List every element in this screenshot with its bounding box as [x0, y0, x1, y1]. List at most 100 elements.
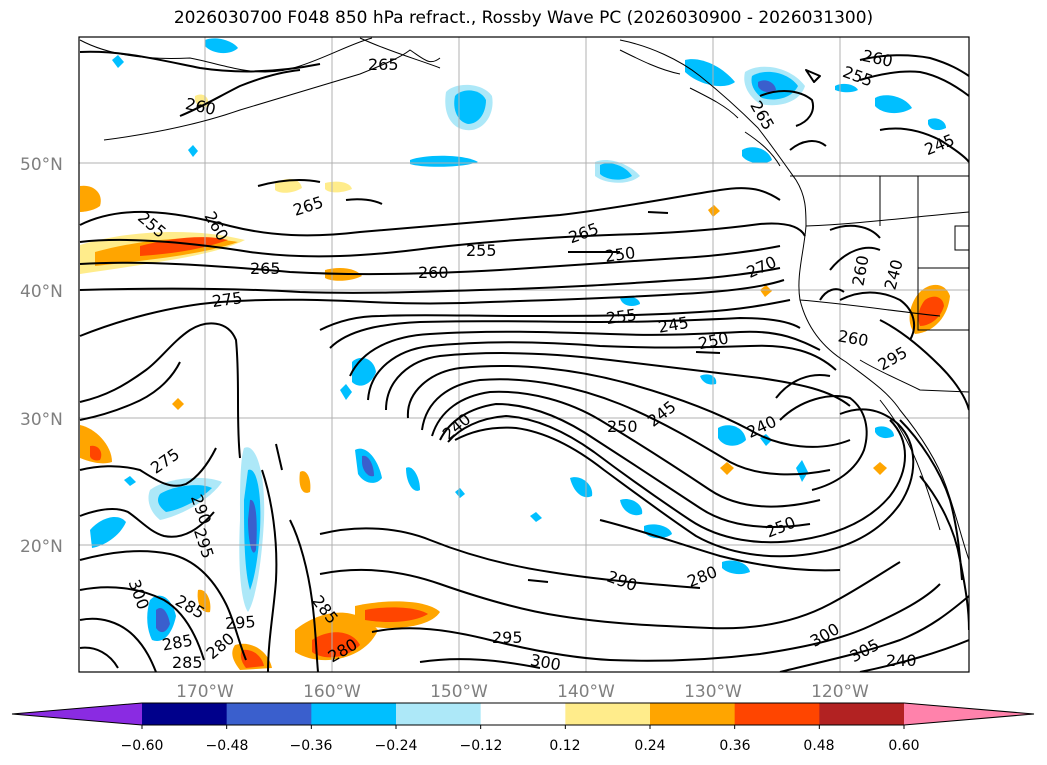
positive-anomaly — [760, 285, 772, 297]
negative-anomaly — [248, 499, 257, 553]
contour-label: 255 — [466, 241, 497, 260]
positive-anomaly — [720, 462, 734, 475]
colorbar-segments — [12, 703, 1034, 725]
colorbar-extend-low — [12, 703, 142, 725]
colorbar-tick-label: 0.12 — [549, 738, 580, 754]
lon-label-170w: 170°W — [176, 682, 234, 702]
lat-label-20n: 20°N — [20, 537, 63, 557]
contour-label: 260 — [418, 263, 449, 282]
contour-label: 250 — [607, 417, 638, 436]
positive-anomaly — [312, 632, 360, 658]
colorbar-segment — [311, 703, 397, 725]
lon-label-130w: 130°W — [684, 682, 742, 702]
colorbar-extend-high — [904, 703, 1034, 725]
lat-label-50n: 50°N — [20, 155, 63, 175]
lon-label-160w: 160°W — [303, 682, 361, 702]
negative-anomaly — [875, 426, 894, 439]
negative-anomaly — [455, 488, 465, 498]
colorbar-tick-label: 0.48 — [803, 738, 834, 754]
colorbar-ticks: −0.60 −0.48 −0.36 −0.24 −0.12 0.12 0.24 … — [121, 725, 920, 754]
latitude-labels: 50°N 40°N 30°N 20°N — [20, 155, 63, 557]
colorbar: −0.60 −0.48 −0.36 −0.24 −0.12 0.12 0.24 … — [11, 702, 1035, 754]
positive-anomaly — [299, 471, 311, 493]
positive-anomaly — [918, 296, 944, 326]
negative-anomaly — [112, 55, 124, 68]
contour-label: 295 — [224, 612, 256, 633]
refractivity-contours — [79, 50, 969, 672]
colorbar-tick-label: −0.48 — [206, 738, 249, 754]
contour-label: 255 — [605, 305, 638, 328]
positive-anomaly — [275, 178, 302, 193]
negative-anomaly — [928, 118, 946, 131]
negative-anomaly — [875, 95, 912, 114]
gridlines — [79, 37, 969, 672]
negative-anomaly — [205, 38, 238, 54]
contour-label: 285 — [172, 653, 203, 672]
negative-anomaly — [362, 455, 374, 477]
colorbar-segment — [650, 703, 736, 725]
negative-anomaly — [722, 560, 750, 575]
negative-anomaly — [796, 460, 808, 482]
positive-anomaly — [172, 398, 184, 410]
lat-label-40n: 40°N — [20, 282, 63, 302]
colorbar-tick-label: −0.12 — [460, 738, 503, 754]
lon-label-140w: 140°W — [557, 682, 615, 702]
colorbar-tick-label: 0.60 — [888, 738, 919, 754]
negative-anomaly — [742, 147, 772, 164]
contour-label: 275 — [211, 288, 244, 311]
lon-label-120w: 120°W — [811, 682, 869, 702]
negative-anomaly — [124, 476, 136, 486]
positive-anomaly — [708, 205, 720, 217]
colorbar-segment — [734, 703, 820, 725]
contour-label: 265 — [368, 55, 399, 74]
lon-label-150w: 150°W — [430, 682, 488, 702]
negative-anomaly — [835, 83, 858, 93]
negative-anomaly — [156, 607, 170, 633]
map-title: 2026030700 F048 850 hPa refract., Rossby… — [173, 8, 874, 28]
colorbar-segment — [396, 703, 482, 725]
negative-anomaly — [454, 90, 486, 124]
negative-anomaly — [758, 80, 776, 93]
negative-anomaly — [158, 485, 212, 512]
positive-anomaly — [80, 185, 101, 212]
negative-anomaly — [410, 155, 478, 167]
plot-area: 265 260 260 265 255 260 265 255 260 275 … — [79, 37, 969, 674]
map-frame — [78, 36, 970, 673]
negative-anomaly — [718, 425, 746, 446]
negative-anomaly — [700, 374, 717, 385]
negative-anomaly — [406, 467, 420, 491]
negative-anomaly — [340, 384, 352, 400]
negative-anomaly — [570, 477, 593, 498]
negative-anomaly — [530, 512, 542, 522]
negative-anomaly — [600, 163, 632, 180]
contour-label: 300 — [529, 650, 562, 674]
positive-anomaly — [197, 589, 211, 613]
colorbar-tick-label: −0.24 — [375, 738, 418, 754]
contour-label: 265 — [250, 259, 281, 278]
colorbar-tick-label: −0.36 — [290, 738, 333, 754]
colorbar-segment — [819, 703, 905, 725]
coastlines — [79, 37, 969, 561]
colorbar-segment — [142, 703, 228, 725]
lat-label-30n: 30°N — [20, 410, 63, 430]
colorbar-segment — [565, 703, 651, 725]
positive-anomaly — [240, 649, 264, 668]
positive-anomaly — [80, 425, 112, 464]
shaded-anomalies — [80, 38, 950, 670]
positive-anomaly — [873, 462, 887, 475]
contour-label: 295 — [492, 628, 523, 647]
colorbar-tick-label: 0.36 — [719, 738, 750, 754]
negative-anomaly — [751, 71, 798, 100]
negative-anomaly — [620, 498, 643, 516]
longitude-labels: 170°W 160°W 150°W 140°W 130°W 120°W — [176, 682, 869, 702]
negative-anomaly — [90, 516, 126, 548]
negative-anomaly — [685, 59, 735, 87]
negative-anomaly — [188, 145, 198, 157]
contour-label: 240 — [886, 651, 917, 670]
colorbar-segment — [226, 703, 312, 725]
colorbar-tick-label: 0.24 — [634, 738, 665, 754]
positive-anomaly — [90, 445, 102, 461]
positive-anomaly — [365, 607, 428, 622]
negative-anomaly — [620, 296, 640, 306]
